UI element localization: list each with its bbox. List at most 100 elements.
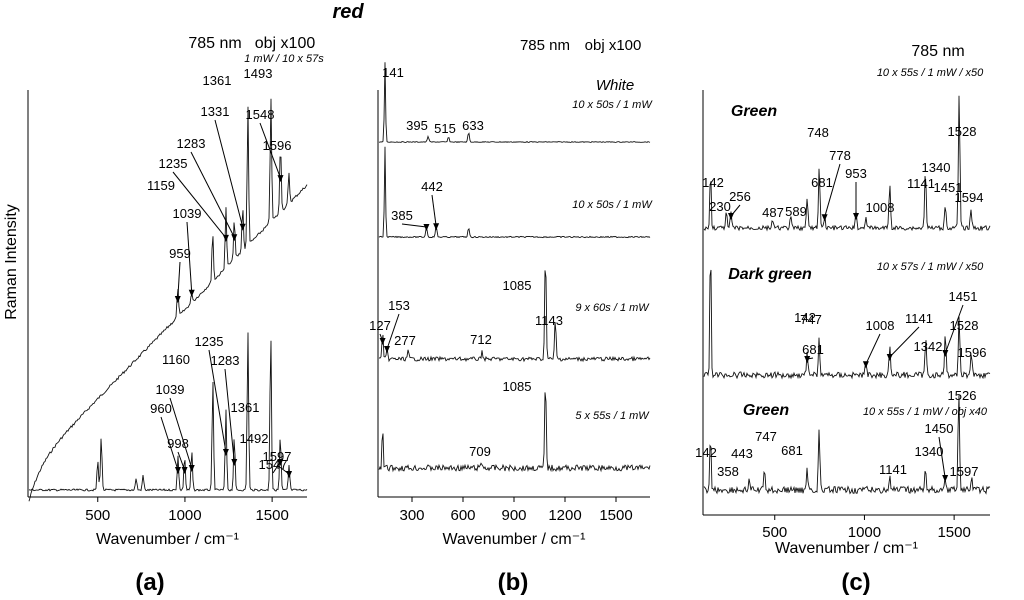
x-tick-label: 300	[399, 507, 424, 524]
spectrum-trace	[378, 392, 651, 473]
peak-label: 487	[762, 205, 784, 220]
peak-label: 443	[731, 446, 753, 461]
peak-label: 709	[469, 444, 491, 459]
x-tick-label: 1500	[599, 507, 632, 524]
peak-label: 1085	[503, 278, 532, 293]
spectrum-trace	[378, 146, 651, 239]
peak-arrow	[172, 171, 227, 239]
y-axis-label: Raman Intensity	[3, 204, 20, 320]
peak-arrow	[259, 122, 281, 179]
peak-arrow	[944, 304, 964, 354]
peak-label: 748	[807, 125, 829, 140]
panel-label: (c)	[841, 569, 870, 596]
peak-label: 953	[845, 166, 867, 181]
peak-label: 1160	[162, 352, 190, 367]
peak-arrow	[865, 333, 881, 365]
peak-arrowhead	[239, 223, 246, 231]
peak-label: 1451	[934, 180, 963, 195]
peak-arrow	[214, 119, 244, 227]
peak-arrowhead	[862, 361, 869, 369]
x-tick-label: 600	[450, 507, 475, 524]
peak-label: 681	[802, 342, 824, 357]
peak-label: 1008	[866, 318, 895, 333]
peak-label: 1283	[211, 353, 240, 368]
peak-label: 1008	[866, 200, 895, 215]
peak-arrowhead	[804, 356, 811, 363]
peak-label: 1597	[263, 449, 292, 464]
x-tick-label: 500	[762, 524, 787, 541]
x-tick-label: 1000	[168, 507, 201, 524]
peak-label: 277	[394, 333, 416, 348]
peak-label: 1235	[159, 156, 188, 171]
peak-label: 1594	[955, 190, 984, 205]
x-tick-label: 900	[501, 507, 526, 524]
peak-arrow	[824, 163, 841, 218]
peak-label: 230	[709, 199, 731, 214]
peak-label: 1361	[203, 73, 232, 88]
peak-arrowhead	[181, 467, 188, 474]
peak-label: 1450	[925, 421, 954, 436]
peak-arrowhead	[222, 234, 229, 242]
spectrum-trace	[28, 332, 308, 492]
panel-label: (a)	[135, 569, 164, 596]
peak-label: 442	[421, 179, 443, 194]
sample-name: Dark green	[728, 266, 812, 283]
peak-arrowhead	[821, 214, 828, 222]
peak-arrowhead	[853, 213, 860, 220]
peak-label: 1596	[958, 345, 987, 360]
peak-label: 127	[369, 318, 391, 333]
peak-label: 747	[800, 312, 822, 327]
peak-label: 1141	[907, 176, 935, 191]
panel-a-header-objective: obj x100	[255, 35, 316, 52]
peak-label: 681	[781, 443, 803, 458]
peak-label: 1528	[948, 124, 977, 139]
peak-arrowhead	[379, 338, 386, 345]
peak-label: 1597	[950, 464, 979, 479]
peak-label: 1493	[244, 66, 273, 81]
peak-arrowhead	[174, 467, 181, 474]
peak-label: 1528	[950, 318, 979, 333]
peak-arrowhead	[886, 354, 893, 361]
x-axis-label: Wavenumber / cm⁻¹	[96, 531, 239, 548]
peak-label: 142	[695, 445, 717, 460]
x-tick-label: 1500	[255, 507, 288, 524]
peak-label: 141	[382, 65, 404, 80]
spectrum-trace	[28, 98, 308, 502]
peak-label: 960	[150, 401, 172, 416]
acquisition-note: 10 x 50s / 1 mW	[572, 99, 653, 111]
panel-b-header-wavelength: 785 nm	[520, 37, 570, 54]
sample-name: Green	[731, 103, 777, 120]
peak-arrowhead	[277, 459, 284, 466]
peak-label: 998	[167, 436, 189, 451]
peak-label: 633	[462, 118, 484, 133]
peak-label: 1143	[535, 313, 563, 328]
peak-label: 256	[729, 189, 751, 204]
x-tick-label: 1200	[548, 507, 581, 524]
axes	[27, 90, 990, 520]
peak-label: 1548	[246, 107, 275, 122]
peak-label: 153	[388, 298, 410, 313]
peak-arrowhead	[231, 459, 238, 466]
x-tick-label: 1500	[937, 524, 970, 541]
peak-label: 515	[434, 121, 456, 136]
peak-label: 1283	[177, 136, 206, 151]
peak-label: 1331	[201, 104, 230, 119]
peak-arrowhead	[188, 289, 195, 297]
peak-label: 142	[794, 310, 816, 325]
panel-a-header-wavelength: 785 nm	[188, 35, 241, 52]
peak-label: 1526	[948, 388, 977, 403]
spectrum-trace	[378, 270, 651, 363]
peak-arrow	[169, 397, 193, 469]
peak-arrowhead	[188, 465, 195, 472]
peak-label: 395	[406, 118, 428, 133]
peak-arrowhead	[727, 213, 734, 220]
peak-label: 1342	[914, 339, 943, 354]
peak-arrow	[190, 151, 235, 238]
acquisition-note: 10 x 55s / 1 mW / x50	[877, 67, 984, 79]
peak-label: 1547	[259, 457, 288, 472]
peak-label: 1039	[173, 206, 202, 221]
peak-label: 1235	[195, 334, 224, 349]
acquisition-note: 10 x 55s / 1 mW / obj x40	[863, 406, 988, 418]
sample-name: White	[596, 77, 634, 94]
